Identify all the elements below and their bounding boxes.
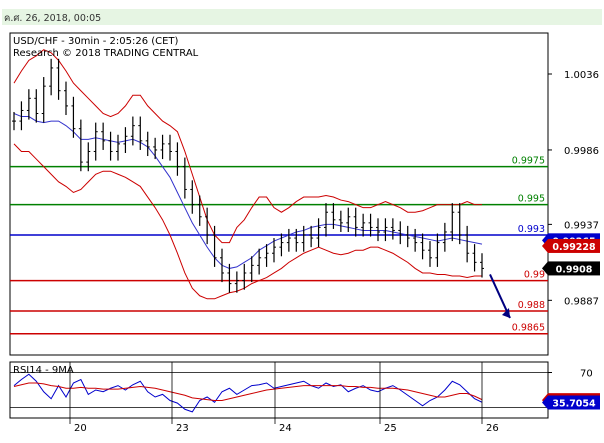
y-tick-label: 0.9986 bbox=[564, 146, 599, 157]
x-tick-label: 23 bbox=[176, 423, 189, 434]
x-tick-label: 24 bbox=[279, 423, 292, 434]
y-tick-label: 1.0036 bbox=[564, 70, 599, 81]
y-tick-label: 0.9937 bbox=[564, 220, 599, 231]
rsi-badge bbox=[548, 395, 600, 410]
moving-average-line bbox=[13, 113, 483, 269]
rsi-series-line bbox=[13, 382, 483, 401]
level-label: 0.988 bbox=[518, 300, 545, 311]
forecast-arrow-head bbox=[502, 307, 510, 318]
x-tick-label: 20 bbox=[74, 423, 87, 434]
price-badge-label: 0.99228 bbox=[552, 242, 596, 253]
level-label: 0.9865 bbox=[512, 323, 545, 334]
rsi-title: RSI14 - 9MA bbox=[13, 365, 74, 376]
date-text: ค.ศ. 26, 2018, 00:05 bbox=[4, 13, 102, 24]
rsi-badge-pointer bbox=[542, 395, 548, 410]
x-tick-label: 26 bbox=[486, 423, 499, 434]
band-line bbox=[13, 143, 482, 300]
rsi-series-line bbox=[13, 373, 483, 413]
top-bar: ค.ศ. 26, 2018, 00:05 bbox=[0, 0, 604, 26]
level-label: 0.993 bbox=[518, 224, 545, 235]
price-badge-label: 0.9908 bbox=[556, 264, 593, 275]
level-label: 0.99 bbox=[524, 270, 545, 281]
price-badge bbox=[548, 261, 600, 276]
price-panel bbox=[9, 32, 549, 356]
level-label: 0.9975 bbox=[512, 156, 545, 167]
pair-label: USD/CHF - 30min - 2:05:26 (CET) bbox=[13, 36, 179, 47]
rsi-panel bbox=[9, 361, 549, 419]
price-badge-pointer bbox=[542, 261, 548, 276]
rsi-tick-label: 70 bbox=[580, 369, 593, 380]
y-tick-label: 0.9887 bbox=[564, 296, 599, 307]
x-tick-label: 25 bbox=[384, 423, 397, 434]
rsi-badge-label: 35.7054 bbox=[552, 399, 596, 410]
price-badge bbox=[548, 238, 600, 253]
price-badge-pointer bbox=[542, 238, 548, 253]
band-line bbox=[13, 49, 482, 244]
research-label: Research © 2018 TRADING CENTRAL bbox=[13, 48, 199, 59]
level-label: 0.995 bbox=[518, 194, 545, 205]
date-bar: ค.ศ. 26, 2018, 00:05 bbox=[2, 9, 602, 25]
